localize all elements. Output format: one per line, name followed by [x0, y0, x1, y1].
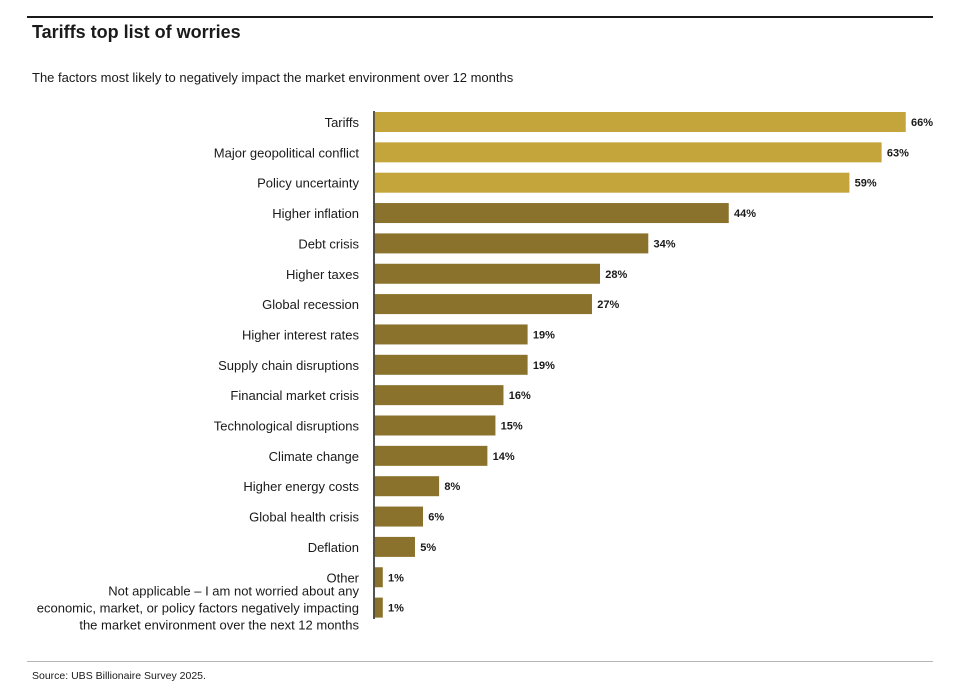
category-label-line: Deflation: [308, 540, 359, 555]
category-label: Climate change: [269, 449, 359, 464]
category-label: Major geopolitical conflict: [214, 145, 360, 160]
value-label: 63%: [887, 147, 909, 159]
category-label-line: Other: [326, 570, 359, 585]
category-label: Global recession: [262, 297, 359, 312]
value-label: 6%: [428, 512, 444, 524]
value-label: 28%: [605, 269, 627, 281]
category-label-line: Supply chain disruptions: [218, 358, 359, 373]
bar: [374, 233, 649, 254]
category-label: Higher inflation: [272, 206, 359, 221]
bar: [374, 203, 729, 224]
value-label: 66%: [911, 117, 933, 129]
category-label-line: Policy uncertainty: [257, 176, 359, 191]
bar-chart: 66% Tariffs 63% Major geopolitical conflict…: [37, 111, 933, 633]
bar: [374, 263, 601, 284]
category-label-line: Global recession: [262, 297, 359, 312]
bar: [374, 445, 488, 466]
category-label: Deflation: [308, 540, 359, 555]
value-label: 14%: [493, 451, 515, 463]
category-label: Other: [326, 570, 359, 585]
value-label: 19%: [533, 329, 555, 341]
category-label-line: Climate change: [269, 449, 359, 464]
bar: [374, 354, 528, 375]
category-label: Higher interest rates: [242, 327, 360, 342]
value-label: 1%: [388, 572, 404, 584]
category-label-line: Tariffs: [325, 115, 360, 130]
value-label: 15%: [501, 421, 523, 433]
category-label: Supply chain disruptions: [218, 358, 359, 373]
category-label: Global health crisis: [249, 510, 359, 525]
category-label-line: Higher interest rates: [242, 327, 360, 342]
value-label: 44%: [734, 208, 756, 220]
category-label-line: Major geopolitical conflict: [214, 145, 360, 160]
bar: [374, 597, 383, 618]
value-label: 8%: [444, 481, 460, 493]
bar: [374, 385, 504, 406]
bar: [374, 112, 906, 132]
value-label: 16%: [509, 390, 531, 402]
source-note: Source: UBS Billionaire Survey 2025.: [32, 670, 206, 682]
category-label-line: Higher inflation: [272, 206, 359, 221]
bar: [374, 142, 882, 163]
category-label: Technological disruptions: [214, 419, 360, 434]
bar: [374, 172, 850, 193]
value-label: 34%: [654, 238, 676, 250]
bar: [374, 536, 415, 557]
category-label-line: Financial market crisis: [230, 388, 359, 403]
bar: [374, 506, 424, 527]
category-label-line: the market environment over the next 12 …: [79, 618, 359, 633]
category-label: Financial market crisis: [230, 388, 359, 403]
category-label: Debt crisis: [298, 236, 359, 251]
category-label-line: Not applicable – I am not worried about …: [108, 584, 359, 599]
category-label: Tariffs: [325, 115, 360, 130]
category-label: Policy uncertainty: [257, 176, 359, 191]
bar: [374, 294, 592, 315]
value-label: 59%: [855, 178, 877, 190]
category-label-line: economic, market, or policy factors nega…: [37, 601, 359, 616]
value-label: 27%: [597, 299, 619, 311]
category-label-line: Technological disruptions: [214, 419, 360, 434]
category-label: Not applicable – I am not worried about …: [37, 584, 360, 633]
chart-title: Tariffs top list of worries: [32, 22, 241, 42]
top-rule: [27, 16, 933, 18]
bar: [374, 415, 496, 436]
chart-subtitle: The factors most likely to negatively im…: [32, 70, 514, 85]
category-label-line: Global health crisis: [249, 510, 359, 525]
category-label-line: Higher taxes: [286, 267, 359, 282]
value-label: 1%: [388, 603, 404, 615]
category-label: Higher energy costs: [243, 479, 359, 494]
category-label-line: Higher energy costs: [243, 479, 359, 494]
bar: [374, 324, 528, 345]
bar: [374, 476, 440, 497]
value-label: 19%: [533, 360, 555, 372]
bar: [374, 567, 383, 588]
category-label: Higher taxes: [286, 267, 359, 282]
category-label-line: Debt crisis: [298, 236, 359, 251]
value-label: 5%: [420, 542, 436, 554]
bottom-rule: [27, 661, 933, 662]
